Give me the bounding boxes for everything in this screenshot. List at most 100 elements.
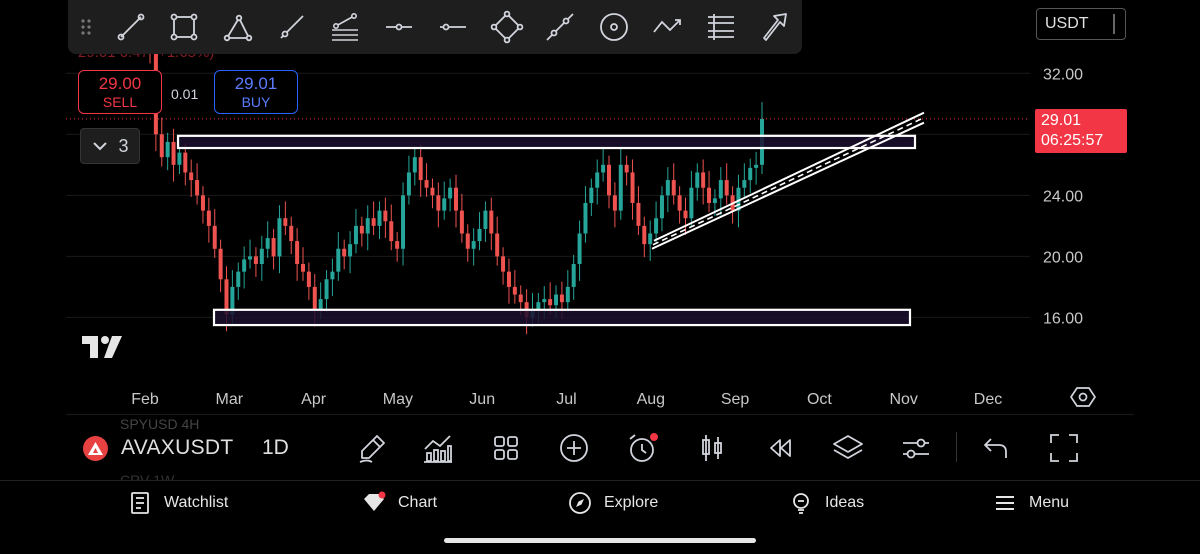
undo-icon bbox=[984, 438, 1007, 458]
trend-line-icon[interactable] bbox=[104, 0, 158, 54]
x-tick-label: Feb bbox=[131, 391, 159, 408]
candle-body bbox=[383, 210, 388, 222]
fib-retracement-icon[interactable] bbox=[319, 0, 373, 54]
candle-body bbox=[165, 141, 170, 158]
circle-icon[interactable] bbox=[587, 0, 641, 54]
candle-body bbox=[218, 248, 223, 280]
y-tick-label: 16.00 bbox=[1043, 310, 1083, 327]
candle-body bbox=[424, 180, 429, 188]
candle-body bbox=[518, 294, 523, 303]
fullscreen-button[interactable] bbox=[1044, 428, 1084, 468]
candle-body bbox=[630, 172, 635, 203]
price-chart[interactable]: 32.0028.0024.0020.0016.00FebMarAprMayJun… bbox=[0, 0, 1200, 414]
currency-select[interactable]: USDT bbox=[1036, 8, 1126, 40]
nav-menu[interactable]: Menu bbox=[993, 490, 1069, 516]
horizontal-line-icon[interactable] bbox=[426, 0, 480, 54]
toolbar-divider bbox=[956, 432, 957, 462]
candle-body bbox=[418, 157, 423, 181]
candle-countdown: 06:25:57 bbox=[1041, 132, 1104, 149]
candle-body bbox=[377, 210, 382, 226]
fullscreen-icon bbox=[1050, 434, 1078, 462]
x-tick-label: May bbox=[383, 391, 413, 408]
candle-body bbox=[465, 233, 470, 249]
drawing-tools-button[interactable] bbox=[352, 428, 392, 468]
candle-body bbox=[189, 172, 194, 181]
candle-body bbox=[442, 198, 447, 211]
candle-body bbox=[448, 187, 453, 199]
y-tick-label: 32.00 bbox=[1043, 66, 1083, 83]
lightbulb-icon bbox=[793, 493, 809, 514]
parallel-channel-icon[interactable] bbox=[480, 0, 534, 54]
candle-body bbox=[695, 172, 700, 188]
candle-body bbox=[618, 164, 623, 211]
long-position-icon[interactable] bbox=[695, 0, 749, 54]
sell-button[interactable]: 29.00 SELL bbox=[78, 70, 162, 114]
candle-body bbox=[589, 187, 594, 203]
candle-body bbox=[371, 218, 376, 226]
compare-add-button[interactable] bbox=[554, 428, 594, 468]
buy-label: BUY bbox=[241, 94, 271, 110]
candle-body bbox=[477, 228, 482, 242]
y-tick-label: 24.00 bbox=[1043, 188, 1083, 205]
chart-type-button[interactable] bbox=[692, 428, 732, 468]
zone-rectangle bbox=[212, 308, 912, 327]
undo-button[interactable] bbox=[976, 428, 1016, 468]
candle-body bbox=[295, 241, 300, 265]
arrow-icon[interactable] bbox=[748, 0, 802, 54]
candle-body bbox=[359, 225, 364, 234]
nav-watchlist-label: Watchlist bbox=[164, 494, 229, 511]
buy-button[interactable]: 29.01 BUY bbox=[214, 70, 298, 114]
candle-body bbox=[253, 256, 258, 265]
indicators-button[interactable] bbox=[418, 428, 458, 468]
candle-body bbox=[195, 180, 200, 196]
chart-settings-icon[interactable] bbox=[1070, 384, 1096, 410]
ray-icon[interactable] bbox=[265, 0, 319, 54]
nav-chart[interactable]: Chart bbox=[362, 490, 437, 516]
x-tick-label: Dec bbox=[974, 391, 1002, 408]
candle-body bbox=[583, 202, 588, 234]
candle-body bbox=[277, 218, 282, 257]
chart-settings-button[interactable] bbox=[896, 428, 936, 468]
candle-body bbox=[571, 264, 576, 287]
nav-explore[interactable]: Explore bbox=[568, 490, 658, 516]
candle-body bbox=[248, 256, 253, 260]
indicators-chart-icon bbox=[424, 435, 452, 463]
nav-watchlist[interactable]: Watchlist bbox=[128, 490, 228, 516]
nav-ideas[interactable]: Ideas bbox=[789, 490, 864, 516]
currency-value: USDT bbox=[1045, 15, 1089, 32]
indicators-toggle[interactable]: 3 bbox=[80, 128, 140, 164]
interval-selector[interactable]: 1D bbox=[262, 436, 289, 459]
candle-body bbox=[401, 195, 406, 249]
candle-body bbox=[748, 167, 753, 181]
compass-icon bbox=[569, 492, 591, 514]
tradingview-logo-icon bbox=[82, 336, 122, 358]
candle-body bbox=[689, 187, 694, 219]
extended-line-icon[interactable] bbox=[533, 0, 587, 54]
rectangle-icon[interactable] bbox=[158, 0, 212, 54]
candle-body bbox=[636, 202, 641, 226]
candle-body bbox=[259, 248, 264, 265]
drag-handle-icon[interactable] bbox=[68, 0, 104, 54]
candle-body bbox=[389, 221, 394, 242]
candle-body bbox=[324, 279, 329, 300]
pen-icon bbox=[359, 435, 385, 463]
replay-button[interactable] bbox=[760, 428, 800, 468]
sell-label: SELL bbox=[102, 94, 138, 110]
symbol-name[interactable]: AVAXUSDT bbox=[121, 436, 234, 459]
alerts-button[interactable] bbox=[622, 428, 662, 468]
path-icon[interactable] bbox=[641, 0, 695, 54]
x-tick-label: Jul bbox=[556, 391, 576, 408]
layouts-button[interactable] bbox=[486, 428, 526, 468]
candle-body bbox=[436, 195, 441, 211]
candle-body bbox=[559, 294, 564, 303]
polyline-icon[interactable] bbox=[211, 0, 265, 54]
candle-body bbox=[306, 271, 311, 287]
candle-body bbox=[659, 195, 664, 219]
candle-body bbox=[200, 195, 205, 211]
x-tick-label: Oct bbox=[807, 391, 832, 408]
x-tick-label: Apr bbox=[301, 391, 327, 408]
objects-tree-button[interactable] bbox=[828, 428, 868, 468]
chart-area[interactable] bbox=[66, 0, 1134, 414]
horizontal-ray-icon[interactable] bbox=[372, 0, 426, 54]
candle-body bbox=[206, 210, 211, 226]
